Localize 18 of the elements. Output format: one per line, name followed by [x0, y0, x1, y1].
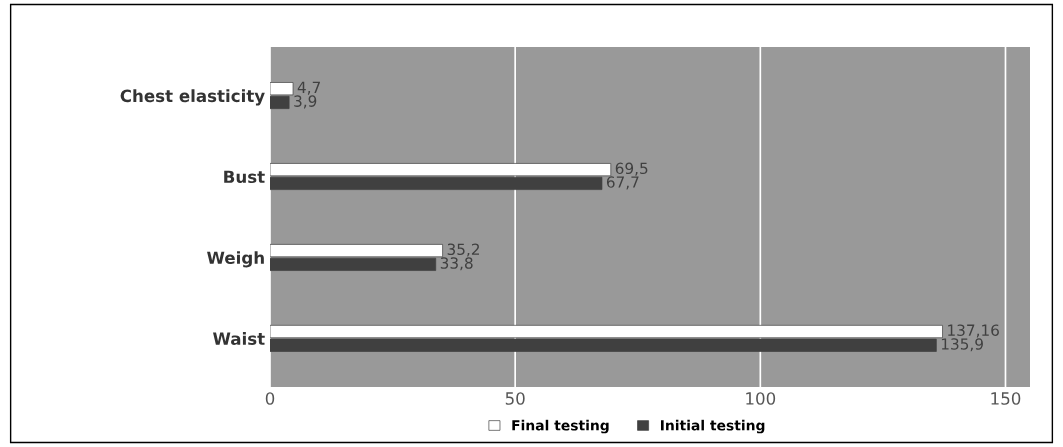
- x-tick-label: 100: [746, 392, 776, 405]
- x-tick-label: 150: [991, 392, 1021, 405]
- data-label: 69,5: [615, 162, 648, 176]
- x-tick-label: 50: [505, 392, 525, 405]
- legend-label: Initial testing: [661, 419, 765, 434]
- data-label: 33,8: [440, 257, 473, 271]
- data-label: 137,16: [948, 324, 999, 338]
- y-tick-label: Waist: [213, 332, 265, 345]
- data-label: 4,7: [297, 81, 320, 95]
- data-label: 35,2: [447, 243, 479, 257]
- y-tick-label: Weigh: [207, 251, 264, 268]
- y-tick-label: Chest elasticity: [120, 89, 265, 106]
- data-label: 135,9: [941, 338, 983, 352]
- y-tick-label: Bust: [224, 170, 265, 184]
- data-label: 67,7: [606, 176, 639, 190]
- legend-label: Final testing: [512, 419, 609, 434]
- x-tick-label: 0: [265, 392, 275, 405]
- data-label: 3,9: [294, 95, 317, 109]
